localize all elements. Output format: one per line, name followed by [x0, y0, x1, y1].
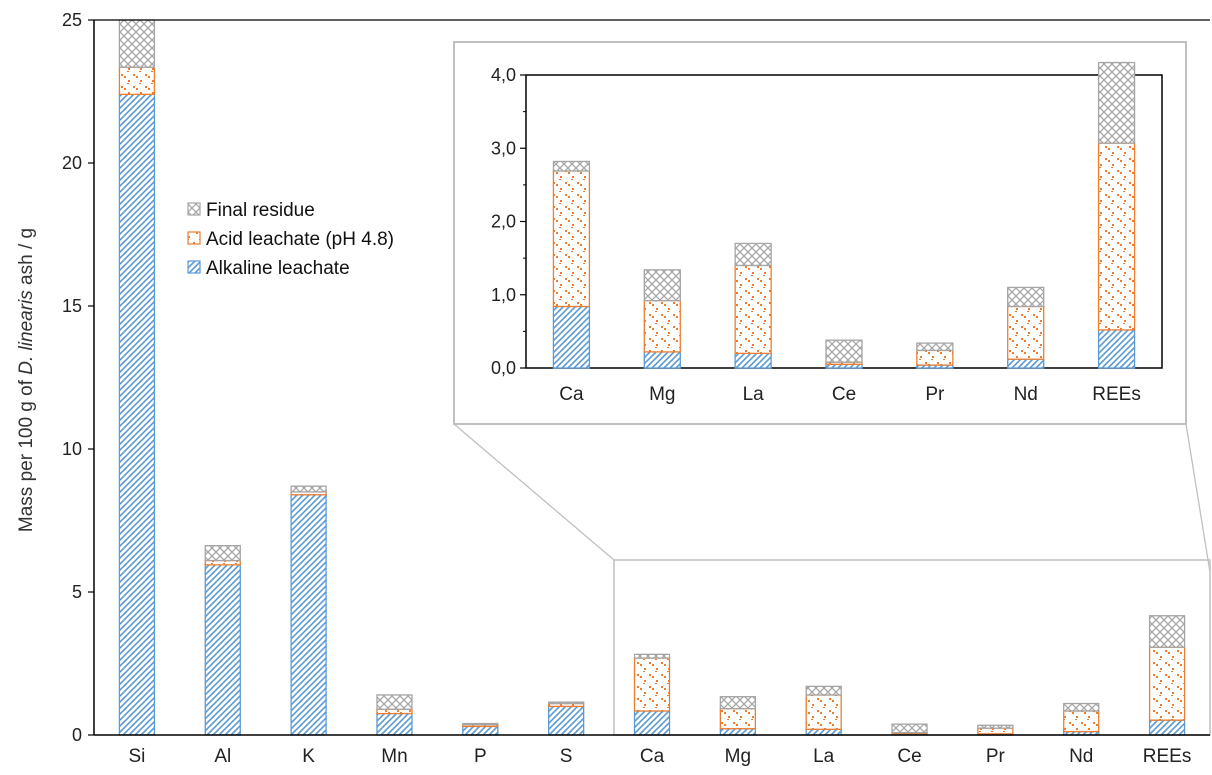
- inset-y-tick-label: 4,0: [491, 65, 516, 85]
- bar-p-residue: [462, 722, 499, 726]
- x-tick-label-pr: Pr: [986, 746, 1006, 767]
- main-chart-plot: 0 5 10 15 20 25 Si Al K Mn P S Ca Mg La Ce Pr Nd REEs: [62, 10, 1210, 767]
- inset-bar-la-acid: [734, 264, 772, 355]
- inset-bar-rees-residue: [1097, 61, 1136, 144]
- x-tick-label-k: K: [302, 746, 315, 767]
- main-y-tick-label: 5: [72, 582, 82, 602]
- inset-x-tick-label-pr: Pr: [925, 384, 945, 405]
- bar-pr-residue: [977, 724, 1014, 729]
- main-y-tick-label: 20: [62, 153, 82, 173]
- inset-bar-la-alkaline: [734, 352, 772, 369]
- inset-y-tick-label: 3,0: [491, 138, 516, 158]
- main-y-tick-label: 10: [62, 439, 82, 459]
- inset-x-tick-label-ce: Ce: [832, 384, 856, 405]
- bar-mg-alkaline: [719, 728, 756, 736]
- bar-si-acid: [118, 66, 156, 96]
- y-axis-label: Mass per 100 g of D. linearis ash / g: [16, 228, 37, 532]
- zoom-region-box: [613, 559, 1211, 736]
- bar-s-residue: [548, 701, 585, 705]
- main-y-tick-label: 15: [62, 296, 82, 316]
- inset-bar-pr-residue: [916, 342, 954, 352]
- bar-s-alkaline: [548, 705, 585, 736]
- main-y-tick-label: 25: [62, 10, 82, 30]
- inset-chart: 0,0 1,0 2,0 3,0 4,0 Ca Mg La Ce Pr Nd REEs: [453, 41, 1187, 425]
- bar-nd-residue: [1063, 702, 1100, 712]
- bar-si-alkaline: [118, 93, 156, 736]
- x-tick-label-al: Al: [214, 746, 231, 767]
- bar-rees-acid: [1148, 646, 1186, 721]
- x-tick-label-ca: Ca: [640, 746, 665, 767]
- inset-x-tick-label-rees: REEs: [1092, 384, 1141, 405]
- inset-bar-la-residue: [734, 242, 772, 267]
- x-tick-label-la: La: [813, 746, 835, 767]
- zoom-connector-left: [453, 423, 615, 561]
- inset-bar-mg-residue: [643, 269, 681, 302]
- inset-x-tick-label-nd: Nd: [1014, 384, 1038, 405]
- bar-nd-acid: [1063, 710, 1100, 733]
- inset-x-tick-label-la: La: [743, 384, 765, 405]
- legend: Final residue Acid leachate (pH 4.8) Alkal…: [187, 200, 394, 279]
- bar-mn-residue: [376, 694, 413, 710]
- x-tick-label-s: S: [560, 746, 573, 767]
- inset-bar-ca-acid: [552, 170, 591, 308]
- bar-k-alkaline: [290, 494, 327, 736]
- bar-mg-residue: [719, 696, 756, 710]
- bar-ca-residue: [633, 653, 671, 659]
- bar-rees-residue: [1148, 615, 1186, 648]
- legend-label-acid: Acid leachate (pH 4.8): [206, 229, 394, 250]
- bar-ca-acid: [633, 657, 671, 712]
- bar-la-acid: [805, 694, 842, 730]
- bar-rees-alkaline: [1148, 719, 1186, 736]
- bar-mg-acid: [719, 708, 756, 730]
- inset-y-tick-label: 1,0: [491, 285, 516, 305]
- x-tick-label-mg: Mg: [725, 746, 751, 767]
- x-tick-label-rees: REEs: [1143, 746, 1192, 767]
- x-tick-label-si: Si: [128, 746, 145, 767]
- inset-bar-rees-acid: [1097, 142, 1136, 331]
- legend-label-alkaline: Alkaline leachate: [206, 258, 350, 279]
- legend-label-residue: Final residue: [206, 200, 315, 221]
- zoom-connector-right: [1185, 423, 1211, 573]
- inset-bar-ce-residue: [825, 339, 863, 363]
- bar-la-alkaline: [805, 728, 842, 736]
- inset-bar-pr-acid: [916, 349, 954, 366]
- bar-pr-acid: [977, 727, 1014, 735]
- bar-p-alkaline: [462, 725, 499, 736]
- x-tick-label-p: P: [474, 746, 487, 767]
- legend-swatch-alkaline: [187, 260, 201, 274]
- bar-ce-residue: [891, 723, 928, 734]
- bar-ca-alkaline: [633, 710, 671, 736]
- inset-bar-ca-residue: [552, 160, 591, 172]
- inset-y-tick-label: 2,0: [491, 212, 516, 232]
- inset-y-tick-label: 0,0: [491, 358, 516, 378]
- inset-bar-mg-alkaline: [643, 351, 681, 369]
- x-tick-label-nd: Nd: [1069, 746, 1093, 767]
- bar-mn-alkaline: [376, 712, 413, 736]
- x-tick-label-ce: Ce: [897, 746, 921, 767]
- inset-bar-nd-residue: [1007, 286, 1045, 308]
- inset-x-tick-label-ca: Ca: [559, 384, 584, 405]
- main-y-tick-label: 0: [72, 725, 82, 745]
- x-tick-label-mn: Mn: [381, 746, 407, 767]
- bar-si-residue: [118, 19, 156, 68]
- bar-al-alkaline: [204, 564, 241, 736]
- legend-swatch-acid: [187, 231, 201, 245]
- legend-swatch-residue: [187, 202, 201, 216]
- bar-k-residue: [290, 485, 327, 493]
- inset-bar-ca-alkaline: [552, 305, 591, 369]
- inset-bar-mg-acid: [643, 299, 681, 353]
- inset-bar-nd-acid: [1007, 305, 1045, 360]
- inset-bar-nd-alkaline: [1007, 358, 1045, 369]
- inset-x-tick-label-mg: Mg: [649, 384, 675, 405]
- bar-al-residue: [204, 545, 241, 562]
- inset-bar-rees-alkaline: [1097, 329, 1136, 369]
- bar-la-residue: [805, 685, 842, 696]
